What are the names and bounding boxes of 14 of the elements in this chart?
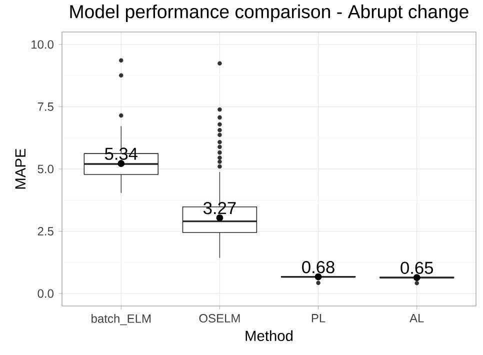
annotation: 0.68 [302, 260, 334, 274]
annotation: 0.65 [400, 262, 433, 274]
y-axis-title: MAPE [15, 148, 26, 189]
x-tick-label: AL [410, 314, 424, 322]
y-tick-label: 7.5 [38, 102, 54, 111]
y-tick-label: 2.5 [38, 227, 54, 236]
x-tick-label: OSELM [199, 314, 240, 323]
x-tick-label: PL [312, 314, 326, 322]
x-axis-title: Method [246, 330, 293, 342]
y-tick-label: 10.0 [32, 40, 54, 49]
chart-title: Model performance comparison - Abrupt change [70, 4, 468, 22]
y-tick-label: 0.0 [38, 289, 54, 298]
x-tick-label: batch_ELM [92, 314, 150, 326]
y-tick-label: 5.0 [38, 164, 54, 174]
